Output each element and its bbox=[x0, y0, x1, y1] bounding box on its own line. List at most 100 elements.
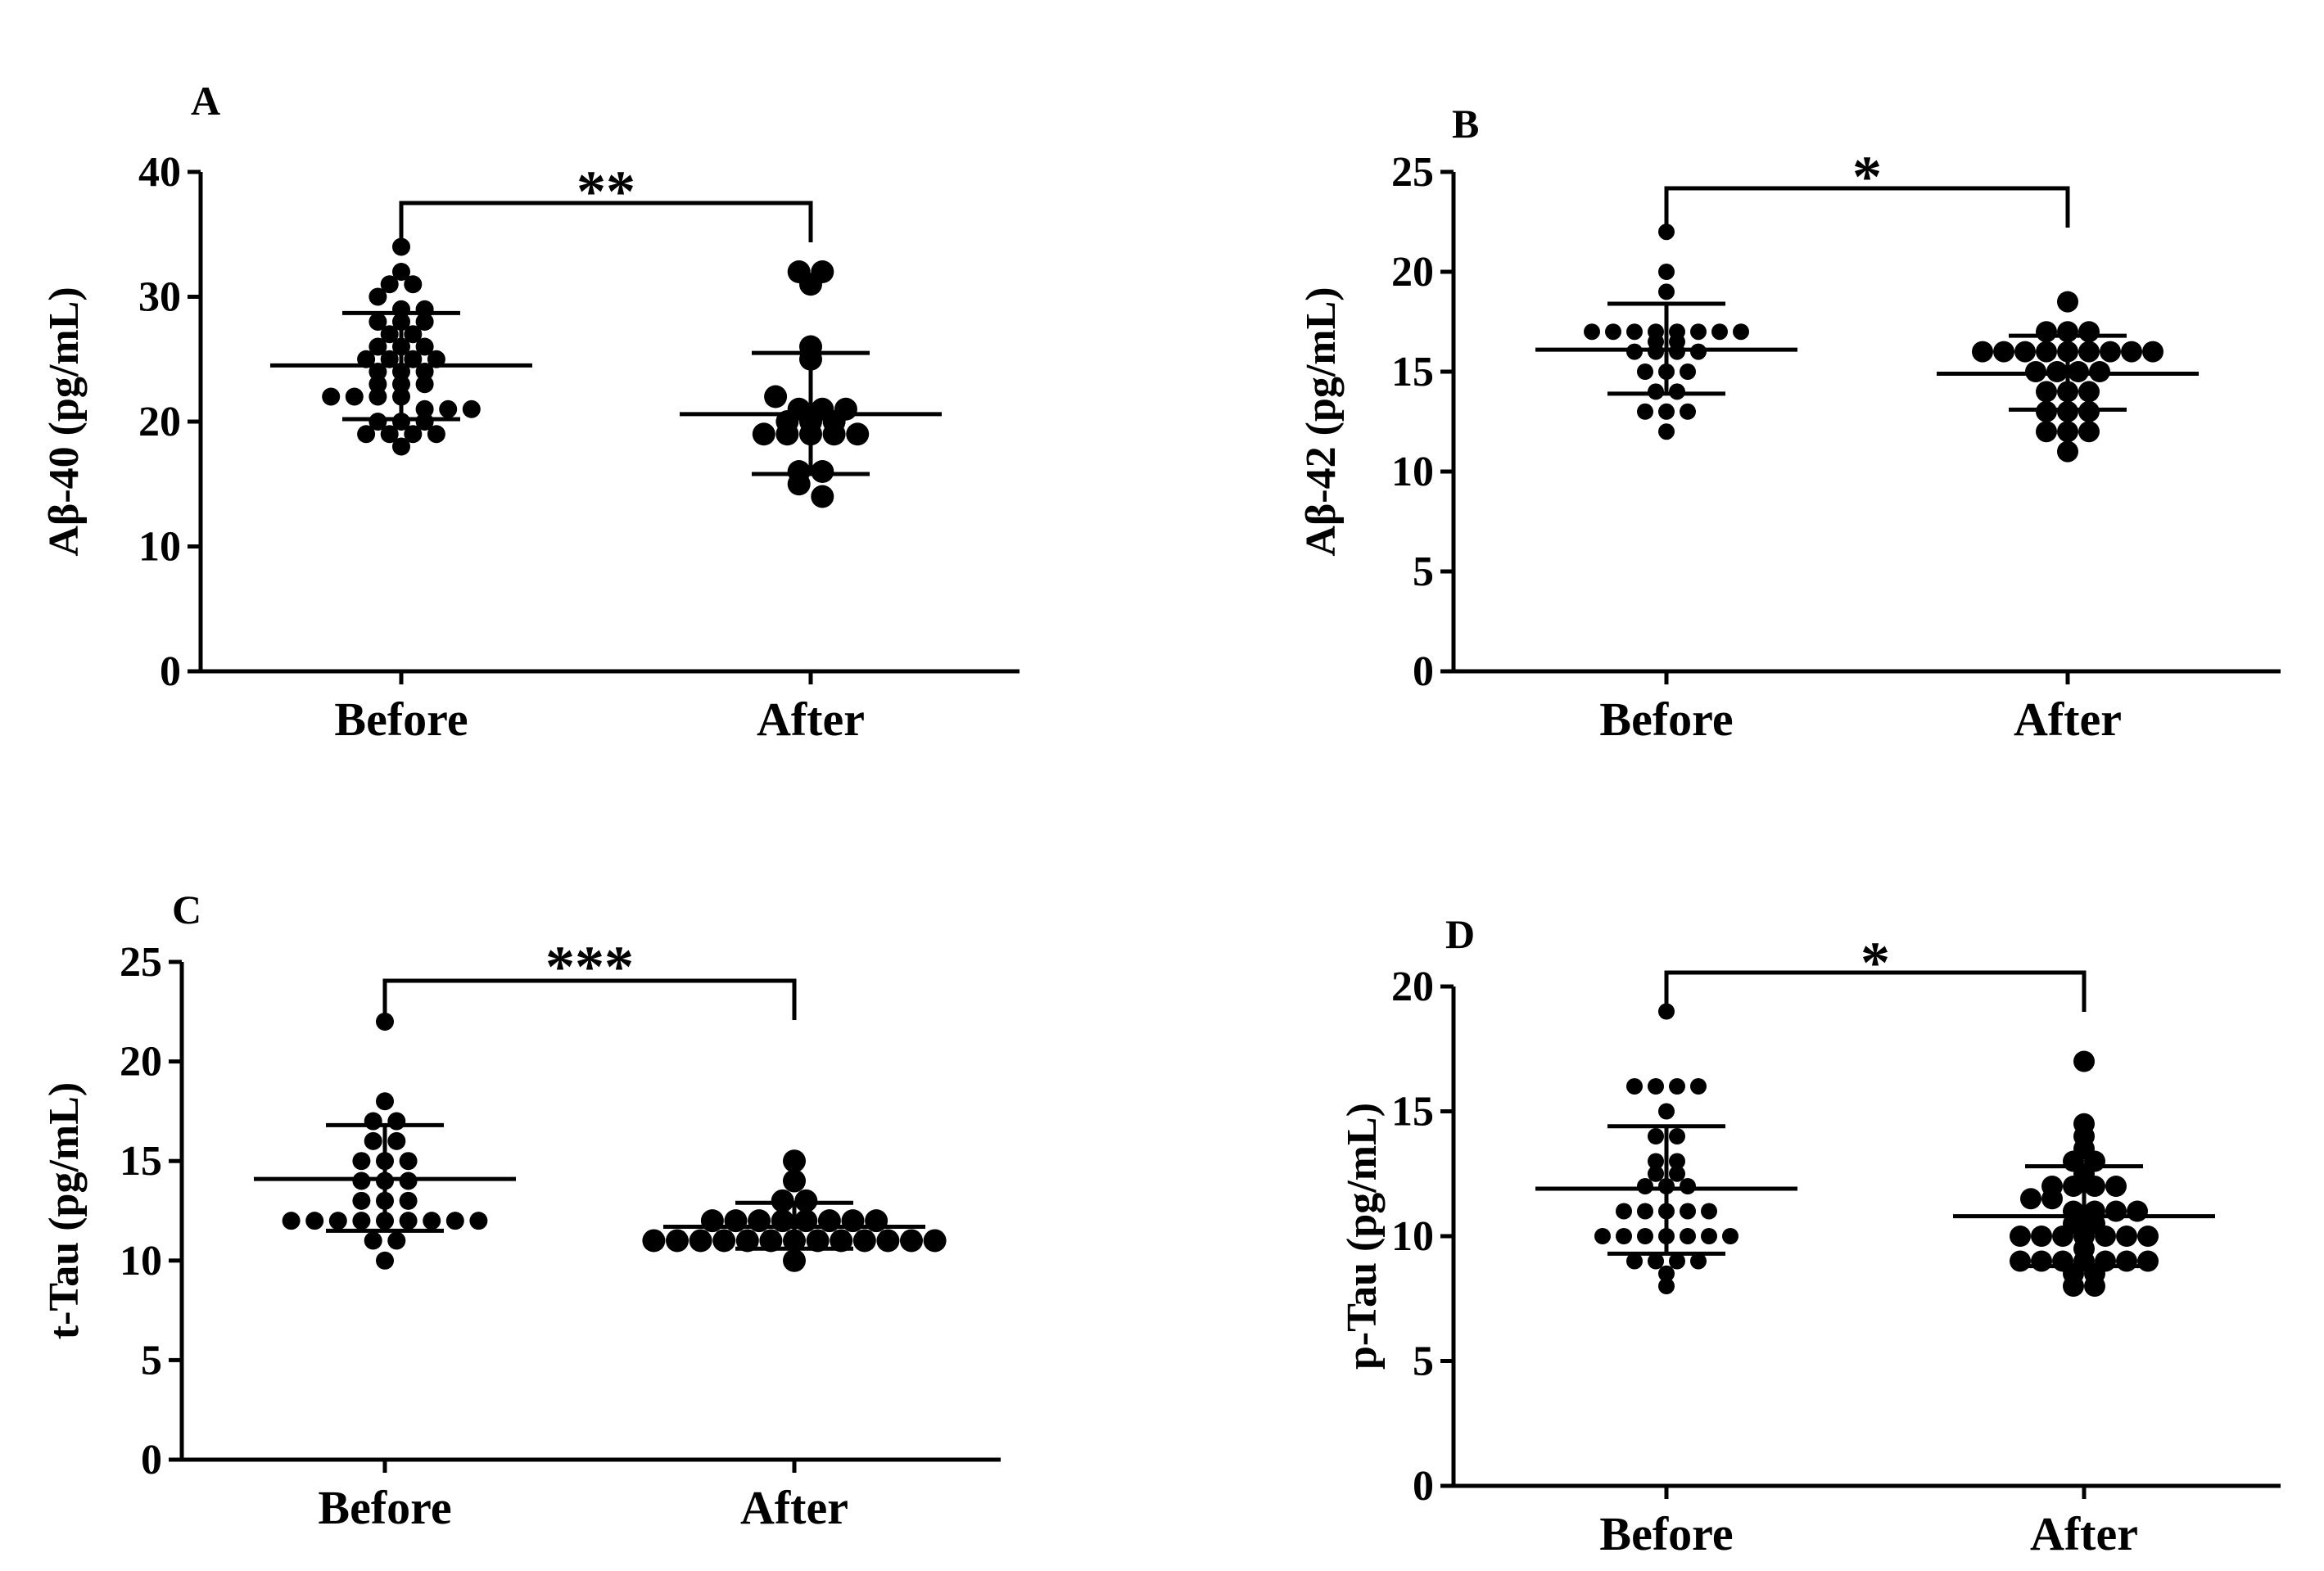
data-point bbox=[1680, 1228, 1696, 1244]
data-point bbox=[666, 1229, 689, 1253]
y-axis-label: t-Tau (pg/mL) bbox=[41, 1082, 88, 1339]
significance-bracket bbox=[1664, 970, 2087, 1012]
panel-letter: C bbox=[172, 887, 201, 932]
data-point bbox=[387, 1231, 406, 1250]
y-axis-label: Aβ-42 (pg/mL) bbox=[1298, 287, 1345, 556]
data-point bbox=[376, 1251, 394, 1270]
data-point bbox=[830, 1229, 853, 1253]
data-point bbox=[923, 1229, 947, 1253]
data-point bbox=[724, 1209, 748, 1233]
data-point bbox=[1669, 1078, 1685, 1095]
data-point bbox=[1669, 1153, 1685, 1170]
panel-c: C 0 5 10 15 20 25 t-Tau (pg/mL) Before After *** bbox=[41, 887, 1001, 1534]
data-point bbox=[2137, 1250, 2159, 1272]
data-point bbox=[2100, 341, 2121, 363]
y-tick-label: 25 bbox=[120, 939, 162, 986]
data-point bbox=[415, 313, 434, 331]
x-tick-label-after: After bbox=[2030, 1507, 2138, 1560]
data-point bbox=[900, 1229, 923, 1253]
data-point bbox=[1648, 1078, 1664, 1095]
y-tick-label: 15 bbox=[1391, 1089, 1434, 1135]
data-point bbox=[392, 437, 410, 456]
y-tick-label: 40 bbox=[138, 149, 181, 196]
data-point bbox=[364, 1231, 382, 1250]
data-point bbox=[415, 400, 434, 418]
y-tick-label: 10 bbox=[1391, 1213, 1434, 1260]
data-point bbox=[328, 1212, 347, 1230]
data-point bbox=[1637, 1203, 1653, 1220]
y-tick-label: 0 bbox=[141, 1437, 162, 1483]
significance-label: * bbox=[1852, 144, 1882, 210]
y-tick-label: 5 bbox=[141, 1337, 162, 1384]
data-point bbox=[689, 1229, 712, 1253]
data-point bbox=[822, 422, 846, 446]
data-point bbox=[806, 1229, 830, 1253]
y-tick-label: 0 bbox=[1413, 1463, 1434, 1510]
data-point bbox=[368, 337, 387, 356]
data-point bbox=[2057, 291, 2078, 313]
data-point bbox=[445, 1212, 464, 1230]
y-tick-label: 0 bbox=[160, 648, 181, 695]
data-point bbox=[376, 1092, 394, 1111]
data-point bbox=[783, 1149, 806, 1173]
data-point bbox=[399, 1191, 418, 1210]
data-point bbox=[305, 1212, 324, 1230]
data-point bbox=[811, 485, 834, 508]
data-point bbox=[1658, 423, 1675, 440]
data-point bbox=[364, 1131, 382, 1150]
data-point bbox=[2014, 341, 2036, 363]
x-tick-label-before: Before bbox=[1599, 693, 1733, 746]
y-tick-label: 10 bbox=[1391, 449, 1434, 495]
y-tick-label: 10 bbox=[120, 1238, 162, 1284]
data-point bbox=[811, 460, 834, 483]
data-point bbox=[2084, 1176, 2105, 1197]
data-point bbox=[2057, 440, 2078, 463]
data-point bbox=[368, 313, 387, 331]
panel-a: A 0 10 20 30 40 Aβ-40 (pg/mL) Before After ** bbox=[41, 78, 1020, 746]
data-point bbox=[2121, 341, 2142, 363]
data-point bbox=[469, 1212, 488, 1230]
data-point bbox=[2078, 341, 2100, 363]
data-point bbox=[404, 275, 423, 294]
data-point bbox=[2137, 1226, 2159, 1247]
data-point bbox=[1637, 363, 1653, 380]
y-tick-label: 10 bbox=[138, 524, 181, 571]
data-point bbox=[2052, 1226, 2073, 1247]
data-point bbox=[1733, 323, 1749, 341]
significance-label: ** bbox=[576, 159, 635, 224]
significance-bracket bbox=[382, 978, 797, 1020]
data-point bbox=[404, 325, 423, 344]
data-point bbox=[462, 400, 481, 418]
data-point bbox=[1690, 1078, 1707, 1095]
data-point bbox=[841, 1209, 865, 1233]
panel-letter: D bbox=[1445, 911, 1475, 957]
y-axis-label: p-Tau (pg/mL) bbox=[1339, 1103, 1386, 1370]
data-point bbox=[1648, 1128, 1664, 1144]
data-point bbox=[1658, 403, 1675, 420]
data-point bbox=[1993, 341, 2014, 363]
data-point bbox=[876, 1229, 900, 1253]
series-before bbox=[1535, 223, 1797, 440]
data-point bbox=[1658, 264, 1675, 280]
data-point bbox=[1658, 283, 1675, 300]
series-before bbox=[270, 237, 532, 456]
data-point bbox=[368, 387, 387, 406]
data-point bbox=[352, 1152, 371, 1171]
data-point bbox=[1680, 403, 1696, 420]
data-point bbox=[2105, 1200, 2127, 1222]
x-tick-label-after: After bbox=[740, 1481, 848, 1534]
data-point bbox=[735, 1229, 759, 1253]
data-point bbox=[1584, 323, 1600, 341]
y-tick-label: 20 bbox=[138, 399, 181, 445]
data-point bbox=[1669, 1165, 1685, 1182]
data-point bbox=[1605, 323, 1621, 341]
data-point bbox=[404, 425, 423, 444]
data-point bbox=[399, 1152, 418, 1171]
y-tick-label: 0 bbox=[1413, 648, 1434, 695]
data-point bbox=[2041, 1188, 2063, 1210]
data-point bbox=[1680, 363, 1696, 380]
data-point bbox=[1680, 1203, 1696, 1220]
data-point bbox=[2063, 1275, 2084, 1297]
data-point bbox=[2057, 421, 2078, 443]
